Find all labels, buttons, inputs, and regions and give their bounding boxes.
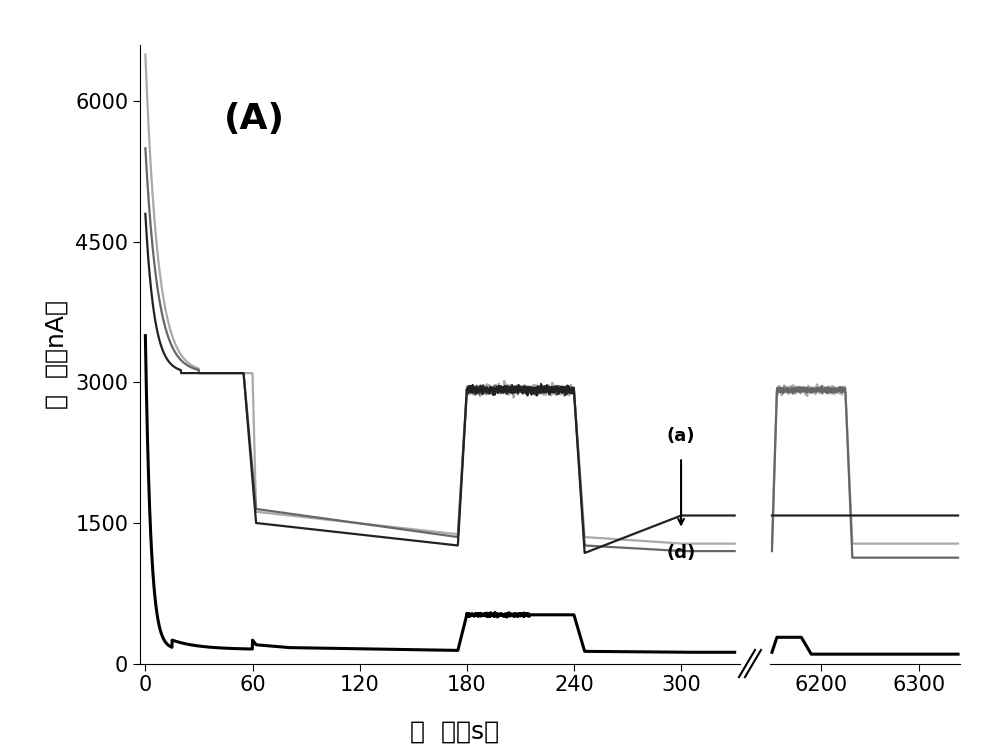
Y-axis label: 电  流（nA）: 电 流（nA）	[44, 300, 68, 409]
Text: 时  间（s）: 时 间（s）	[410, 720, 500, 744]
Text: (a): (a)	[667, 428, 695, 446]
Text: (d): (d)	[666, 544, 696, 562]
Text: (A): (A)	[224, 103, 285, 136]
